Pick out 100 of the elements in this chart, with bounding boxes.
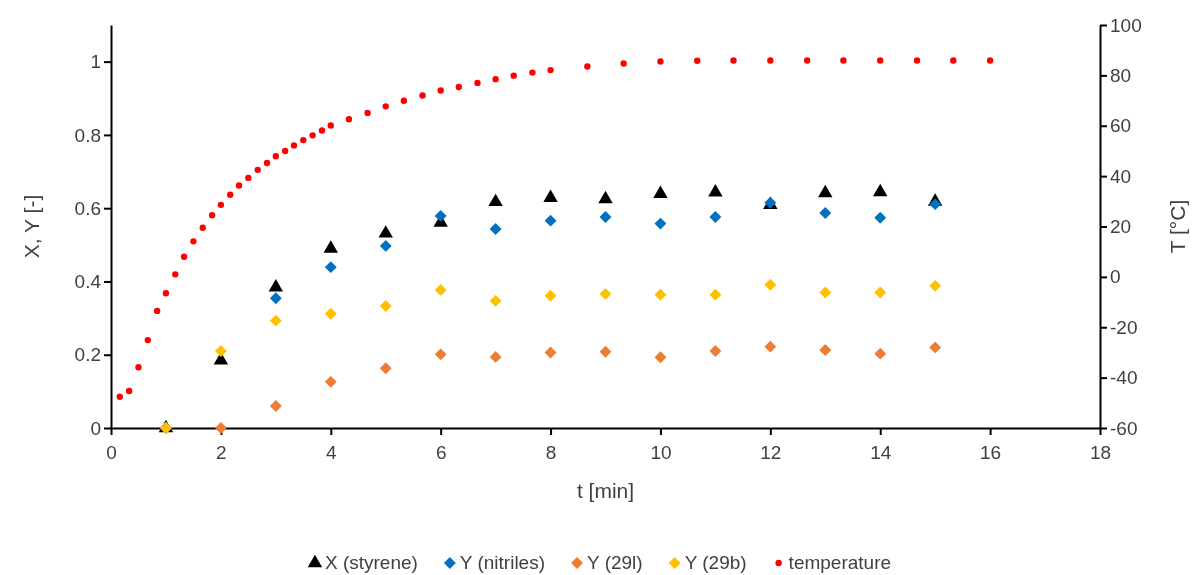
point [929,341,942,354]
point [986,57,994,64]
point [819,344,832,356]
x-tick-label: 8 [545,441,557,463]
point [598,190,613,204]
point [544,214,557,227]
point [709,345,722,357]
point [653,185,668,199]
point [434,348,447,361]
point [654,288,667,301]
point [874,286,887,299]
point [214,422,227,434]
point [708,184,723,197]
point [434,209,447,222]
point [263,159,271,167]
point [764,278,777,291]
point [208,211,216,219]
y-tick-label: 0.4 [74,271,102,293]
point [180,253,188,260]
y-tick-label: 0.2 [74,344,101,366]
point [245,174,252,182]
y2-tick-label: 80 [1110,64,1132,86]
point [767,57,774,64]
point [877,57,884,64]
point [489,223,502,236]
point [818,184,833,198]
point [544,289,557,302]
point [510,72,517,79]
point [547,66,554,74]
point [364,109,371,117]
legend-label: Y (29b) [684,552,747,573]
point [709,211,722,223]
y-tick-label: 0.8 [74,124,101,146]
point [709,288,722,301]
point [489,294,502,307]
point [584,63,591,70]
y-tick-label: 0.6 [74,197,101,219]
y-axis-title: X, Y [-] [20,194,43,259]
point [172,271,179,278]
point [489,350,502,363]
point [309,132,316,139]
point [324,307,337,320]
point [116,393,123,400]
point [488,193,503,207]
point [654,217,667,230]
legend-label: temperature [788,552,892,573]
point [290,142,298,149]
x-tick-label: 18 [1089,441,1112,463]
x-tick-label: 6 [435,441,447,463]
point [199,224,206,231]
point [730,57,737,64]
point [803,57,811,64]
point [599,211,612,223]
y2-tick-label: 20 [1110,216,1132,238]
point [324,261,337,274]
point [950,57,957,64]
point [379,362,392,375]
y2-tick-label: 100 [1110,14,1142,36]
point [281,147,289,155]
point [599,345,612,358]
point [873,183,888,197]
point [378,225,393,238]
point [929,279,942,292]
point [217,201,225,209]
point [125,387,133,395]
point [474,79,481,87]
point [272,153,280,160]
y2-tick-label: -60 [1110,417,1138,439]
x-tick-label: 16 [980,441,1002,463]
point [269,314,282,327]
y-tick-label: 1 [90,51,101,73]
point [764,340,777,353]
x-tick-label: 2 [216,441,227,463]
legend-label: Y (29l) [587,552,643,573]
y-tick-label: 0 [90,417,101,439]
point [913,57,921,64]
point [162,290,170,297]
point [400,97,408,104]
x-tick-label: 0 [106,441,117,463]
x-tick-label: 4 [325,441,337,463]
point [379,300,392,312]
point [327,122,334,129]
point [437,87,444,94]
point [190,238,197,245]
point [153,307,161,315]
point [654,351,667,364]
point [318,127,326,134]
point [269,292,282,305]
point [324,375,337,388]
x-tick-label: 10 [650,441,672,463]
y2-axis-title: T [°C] [1166,199,1189,254]
y2-tick-label: -20 [1110,316,1138,338]
point [434,283,447,296]
point [135,364,142,371]
point [345,116,353,123]
point [382,103,389,110]
legend-label: Y (nitriles) [459,552,546,573]
y2-tick-label: 40 [1110,165,1132,187]
point [323,240,338,253]
y2-tick-label: 60 [1110,115,1132,137]
